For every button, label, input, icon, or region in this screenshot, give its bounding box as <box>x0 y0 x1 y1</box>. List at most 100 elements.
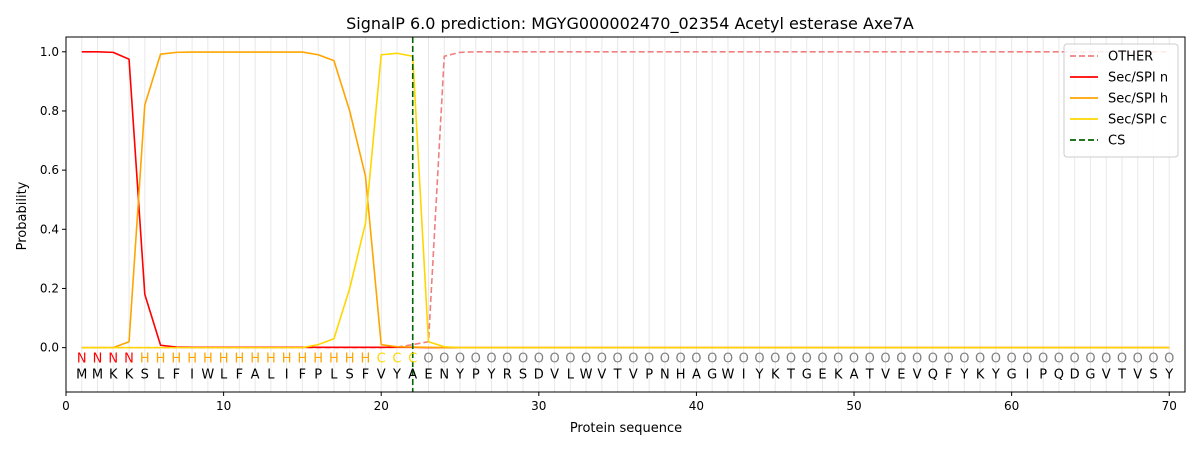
x-tick-label: 30 <box>531 399 546 413</box>
residue-label: L <box>267 368 275 383</box>
axes-frame <box>65 36 1186 393</box>
region-label: O <box>1007 351 1017 366</box>
residue-label: F <box>173 368 180 383</box>
region-label: O <box>912 351 922 366</box>
legend-entry: Sec/SPI c <box>1108 113 1167 128</box>
residue-label: V <box>597 368 606 383</box>
legend-entry: OTHER <box>1108 50 1153 65</box>
residue-label: M <box>76 368 87 383</box>
residue-label: T <box>786 368 795 383</box>
residue-label: A <box>251 368 260 383</box>
residue-label: P <box>1039 368 1047 383</box>
region-label: O <box>613 351 623 366</box>
residue-label: W <box>722 368 735 383</box>
x-tick-label: 70 <box>1162 399 1177 413</box>
residue-label: A <box>850 368 859 383</box>
region-label: O <box>1133 351 1143 366</box>
residue-label: Q <box>928 368 938 383</box>
y-tick-label: 0.4 <box>40 222 59 236</box>
region-label: O <box>565 351 575 366</box>
region-label: H <box>345 351 355 366</box>
residue-label: E <box>897 368 905 383</box>
region-label: H <box>140 351 150 366</box>
region-label: H <box>298 351 308 366</box>
y-tick-label: 0.8 <box>40 104 59 118</box>
residue-label: I <box>742 368 746 383</box>
residue-label: G <box>707 368 717 383</box>
region-label: H <box>171 351 181 366</box>
region-label: O <box>486 351 496 366</box>
residue-label: K <box>125 368 134 383</box>
region-label: O <box>628 351 638 366</box>
region-label: C <box>392 351 401 366</box>
region-label: H <box>282 351 292 366</box>
residue-label: P <box>645 368 653 383</box>
region-label: O <box>754 351 764 366</box>
region-label: N <box>93 351 103 366</box>
region-label: O <box>471 351 481 366</box>
region-label: O <box>865 351 875 366</box>
residue-label: M <box>92 368 103 383</box>
residue-label: Y <box>455 368 464 383</box>
x-tick-label: 20 <box>374 399 389 413</box>
residue-label: T <box>865 368 874 383</box>
residue-label: F <box>299 368 306 383</box>
residue-label: H <box>676 368 686 383</box>
residue-label: L <box>157 368 165 383</box>
residue-label: F <box>236 368 243 383</box>
x-tick-label: 40 <box>689 399 704 413</box>
residue-label: G <box>1007 368 1017 383</box>
region-label: H <box>250 351 260 366</box>
residue-label: N <box>439 368 449 383</box>
region-label: O <box>959 351 969 366</box>
region-label: O <box>991 351 1001 366</box>
series-line-sec-spi-h <box>81 51 1170 349</box>
region-label: C <box>377 351 386 366</box>
residue-label: W <box>580 368 593 383</box>
residue-label: W <box>201 368 214 383</box>
residue-label: Y <box>959 368 968 383</box>
x-tick-label: 60 <box>1004 399 1019 413</box>
residue-label: P <box>314 368 322 383</box>
legend-entry: CS <box>1108 134 1125 149</box>
x-tick-label: 10 <box>216 399 231 413</box>
region-label: O <box>691 351 701 366</box>
x-tick-label: 50 <box>846 399 861 413</box>
region-label: O <box>880 351 890 366</box>
region-label: H <box>187 351 197 366</box>
legend-box <box>1063 43 1179 158</box>
legend: OTHER Sec/SPI n Sec/SPI h Sec/SPI c CS <box>1063 43 1179 158</box>
residue-label: K <box>834 368 843 383</box>
chart-title: SignalP 6.0 prediction: MGYG000002470_02… <box>346 14 914 34</box>
residue-label: K <box>771 368 780 383</box>
residue-label: Y <box>392 368 401 383</box>
region-label: H <box>234 351 244 366</box>
residue-label: S <box>346 368 354 383</box>
residue-label: V <box>913 368 922 383</box>
region-label: O <box>1054 351 1064 366</box>
y-tick-label: 0.0 <box>40 341 59 355</box>
region-label: O <box>644 351 654 366</box>
residue-label: D <box>1070 368 1080 383</box>
residue-label: E <box>818 368 826 383</box>
y-tick-label: 1.0 <box>40 45 59 59</box>
residue-label: G <box>1085 368 1095 383</box>
region-label: O <box>597 351 607 366</box>
region-label: O <box>549 351 559 366</box>
region-label: O <box>723 351 733 366</box>
region-label: O <box>1070 351 1080 366</box>
plot-area: NMNMNKNKHSHLHFHIHWHLHFHAHLHIHFHPHLHSHFCV… <box>40 36 1186 413</box>
residue-label: S <box>1149 368 1157 383</box>
region-label: O <box>1022 351 1032 366</box>
residue-label: L <box>330 368 338 383</box>
residue-label: A <box>408 368 417 383</box>
region-label: O <box>676 351 686 366</box>
residue-label: I <box>1025 368 1029 383</box>
region-label: O <box>455 351 465 366</box>
residue-label: G <box>802 368 812 383</box>
region-label: O <box>707 351 717 366</box>
residue-label: L <box>567 368 575 383</box>
residue-label: T <box>1117 368 1126 383</box>
region-label: O <box>439 351 449 366</box>
residue-label: V <box>1133 368 1142 383</box>
